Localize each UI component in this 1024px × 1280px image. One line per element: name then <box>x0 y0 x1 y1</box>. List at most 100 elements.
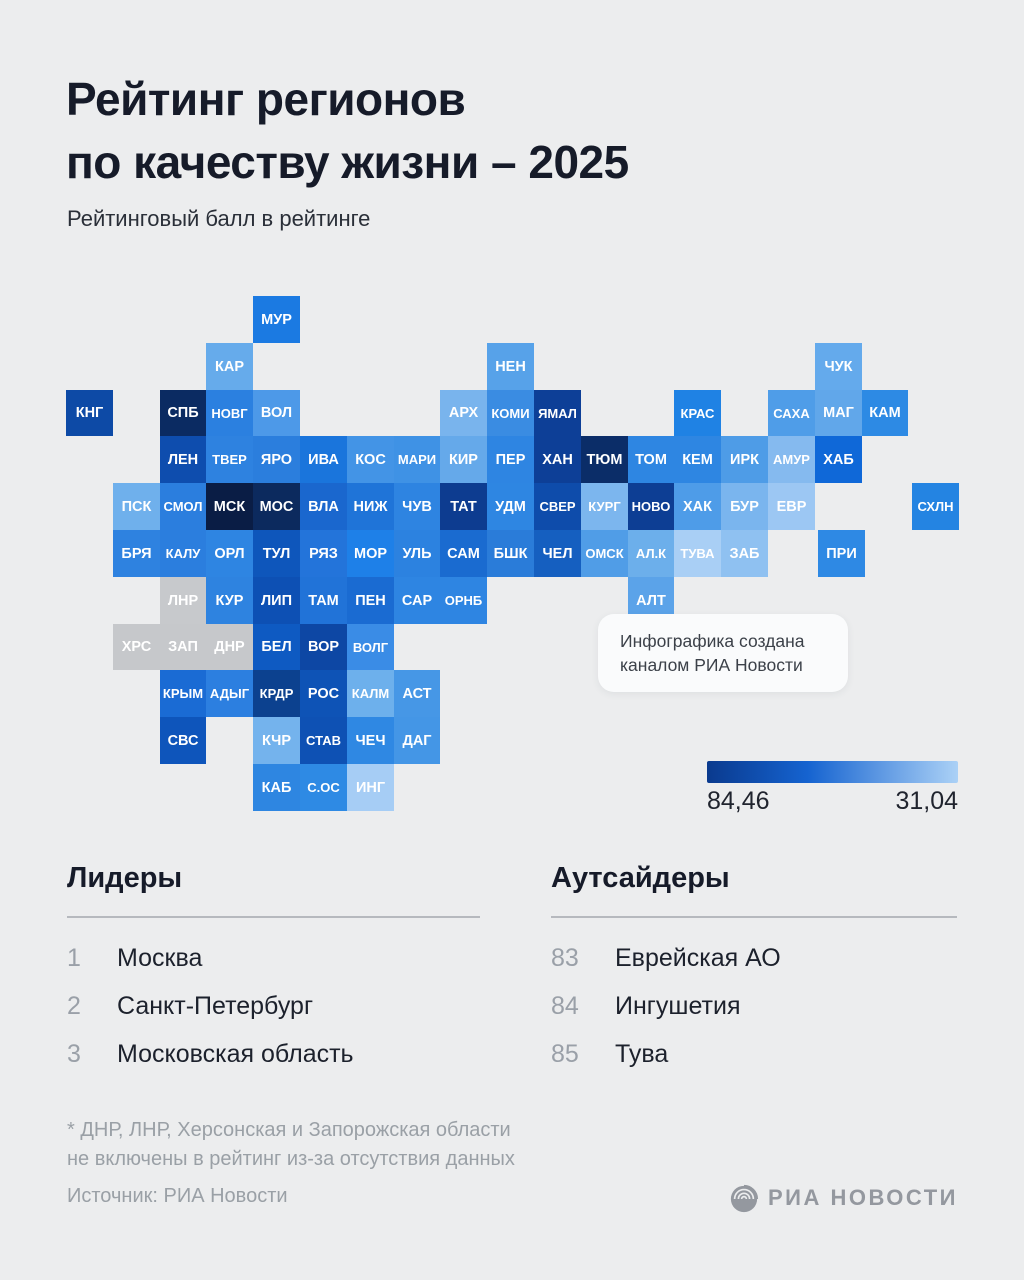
tile-map: МУР КАР НЕН ЧУК КНГ СПБ НОВГ ВОЛ АРХ КОМИ ЯМАЛ КРАС… <box>66 296 971 816</box>
ria-novosti-logo: РИА НОВОСТИ <box>729 1183 958 1213</box>
map-tile-СХЛН: СХЛН <box>912 483 959 530</box>
map-tile-КРАС: КРАС <box>674 390 721 436</box>
map-tile-КРЫМ: КРЫМ <box>160 670 206 717</box>
exclusion-footnote-line2: не включены в рейтинг из-за отсутствия д… <box>67 1148 515 1170</box>
map-tile-ХРС: ХРС <box>113 624 160 670</box>
map-tile-САМ: САМ <box>440 530 487 577</box>
map-tile-АЛ.К: АЛ.К <box>628 530 674 577</box>
map-tile-АСТ: АСТ <box>394 670 440 717</box>
map-tile-ИВА: ИВА <box>300 436 347 483</box>
map-tile-НИЖ: НИЖ <box>347 483 394 530</box>
outsiders-divider <box>551 916 957 918</box>
leader-name: Московская область <box>117 1040 354 1068</box>
map-tile-МОР: МОР <box>347 530 394 577</box>
map-tile-МУР: МУР <box>253 296 300 343</box>
map-tile-РОС: РОС <box>300 670 347 717</box>
map-tile-РЯЗ: РЯЗ <box>300 530 347 577</box>
map-tile-ЛЕН: ЛЕН <box>160 436 206 483</box>
map-tile-ПЕН: ПЕН <box>347 577 394 624</box>
map-tile-КАР: КАР <box>206 343 253 390</box>
map-tile-ОМСК: ОМСК <box>581 530 628 577</box>
map-tile-ЧУК: ЧУК <box>815 343 862 390</box>
map-tile-АДЫГ: АДЫГ <box>206 670 253 717</box>
leaders-item-1: 1 Москва <box>67 944 202 973</box>
map-tile-КАБ: КАБ <box>253 764 300 811</box>
map-tile-ЧУВ: ЧУВ <box>394 483 440 530</box>
map-tile-УДМ: УДМ <box>487 483 534 530</box>
map-tile-СВЕР: СВЕР <box>534 483 581 530</box>
map-tile-МАРИ: МАРИ <box>394 436 440 483</box>
map-tile-БШК: БШК <box>487 530 534 577</box>
map-tile-ПРИ: ПРИ <box>818 530 865 577</box>
map-tile-ВЛА: ВЛА <box>300 483 347 530</box>
map-tile-ДАГ: ДАГ <box>394 717 440 764</box>
map-tile-НЕН: НЕН <box>487 343 534 390</box>
map-tile-ЧЕЛ: ЧЕЛ <box>534 530 581 577</box>
map-tile-АРХ: АРХ <box>440 390 487 436</box>
map-tile-МОС: МОС <box>253 483 300 530</box>
leaders-item-2: 2 Санкт-Петербург <box>67 992 313 1021</box>
globe-icon <box>730 1184 759 1213</box>
leaders-divider <box>67 916 480 918</box>
map-tile-КОС: КОС <box>347 436 394 483</box>
brand-name: РИА НОВОСТИ <box>767 1185 958 1210</box>
map-tile-КНГ: КНГ <box>66 390 113 436</box>
map-tile-ЛНР: ЛНР <box>160 577 206 624</box>
map-tile-СПБ: СПБ <box>160 390 206 436</box>
map-tile-НОВГ: НОВГ <box>206 390 253 436</box>
map-tile-ТАМ: ТАМ <box>300 577 347 624</box>
map-tile-ПЕР: ПЕР <box>487 436 534 483</box>
page-subtitle: Рейтинговый балл в рейтинге <box>67 206 371 231</box>
map-tile-ОРЛ: ОРЛ <box>206 530 253 577</box>
leader-name: Санкт-Петербург <box>117 992 314 1020</box>
source-credit: Источник: РИА Новости <box>67 1185 288 1207</box>
map-tile-ЕВР: ЕВР <box>768 483 815 530</box>
map-tile-ИРК: ИРК <box>721 436 768 483</box>
map-tile-ЗАП: ЗАП <box>160 624 206 670</box>
page-title: Рейтинг регионов по качеству жизни – 202… <box>66 68 629 194</box>
map-tile-КУРГ: КУРГ <box>581 483 628 530</box>
map-tile-МАГ: МАГ <box>815 390 862 436</box>
map-tile-ВОР: ВОР <box>300 624 347 670</box>
outsiders-item-83: 83 Еврейская АО <box>551 944 781 973</box>
map-tile-МСК: МСК <box>206 483 253 530</box>
map-tile-КАЛМ: КАЛМ <box>347 670 394 717</box>
attribution-note: Инфографика создана каналом РИА Новости <box>598 614 848 692</box>
legend-min-value: 31,04 <box>895 787 958 815</box>
map-tile-КЕМ: КЕМ <box>674 436 721 483</box>
map-tile-ТЮМ: ТЮМ <box>581 436 628 483</box>
map-tile-ТУВА: ТУВА <box>674 530 721 577</box>
map-tile-ХАН: ХАН <box>534 436 581 483</box>
outsiders-item-84: 84 Ингушетия <box>551 992 740 1021</box>
map-tile-ВОЛГ: ВОЛГ <box>347 624 394 670</box>
page-title-line1: Рейтинг регионов <box>66 73 466 125</box>
map-tile-АМУР: АМУР <box>768 436 815 483</box>
map-tile-БРЯ: БРЯ <box>113 530 160 577</box>
map-tile-ЯМАЛ: ЯМАЛ <box>534 390 581 436</box>
exclusion-footnote: * ДНР, ЛНР, Херсонская и Запорожская обл… <box>67 1116 515 1174</box>
exclusion-footnote-line1: * ДНР, ЛНР, Херсонская и Запорожская обл… <box>67 1119 511 1141</box>
map-tile-ЧЕЧ: ЧЕЧ <box>347 717 394 764</box>
page-title-line2: по качеству жизни – 2025 <box>66 136 629 188</box>
leader-name: Москва <box>117 944 203 972</box>
map-tile-БУР: БУР <box>721 483 768 530</box>
legend-max-value: 84,46 <box>707 787 770 815</box>
outsider-rank: 84 <box>551 992 579 1020</box>
map-tile-С.ОС: С.ОС <box>300 764 347 811</box>
map-tile-ЗАБ: ЗАБ <box>721 530 768 577</box>
map-tile-КАМ: КАМ <box>862 390 908 436</box>
map-tile-ТУЛ: ТУЛ <box>253 530 300 577</box>
map-tile-ТВЕР: ТВЕР <box>206 436 253 483</box>
map-tile-САР: САР <box>394 577 440 624</box>
leader-rank: 2 <box>67 992 81 1020</box>
map-tile-ХАК: ХАК <box>674 483 721 530</box>
outsider-name: Тува <box>615 1040 669 1068</box>
map-tile-СТАВ: СТАВ <box>300 717 347 764</box>
map-tile-КЧР: КЧР <box>253 717 300 764</box>
leaders-heading: Лидеры <box>67 862 183 894</box>
map-tile-ДНР: ДНР <box>206 624 253 670</box>
map-tile-НОВО: НОВО <box>628 483 674 530</box>
map-tile-ЛИП: ЛИП <box>253 577 300 624</box>
map-tile-ОРНБ: ОРНБ <box>440 577 487 624</box>
outsiders-item-85: 85 Тува <box>551 1040 668 1069</box>
